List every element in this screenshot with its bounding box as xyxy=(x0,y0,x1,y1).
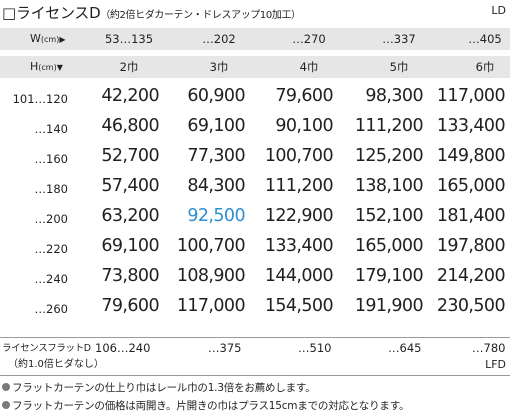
price-cell: 144,000 xyxy=(264,266,334,286)
width-count: 6巾 xyxy=(475,60,495,74)
price-cell: 165,000 xyxy=(354,236,424,256)
price-cell: 181,400 xyxy=(436,206,506,226)
footnote: フラットカーテンの仕上り巾はレール巾の1.3倍をお薦めします。 xyxy=(2,380,316,395)
price-cell: 63,200 xyxy=(101,206,159,226)
flat-curtain-note: （約1.0倍ヒダなし） xyxy=(8,359,104,370)
height-header-row: H(cm)▼ 2巾 3巾 4巾 5巾 6巾 xyxy=(0,56,510,78)
footnote: フラットカーテンの価格は両開き。片開きの巾はプラス15cmまでの対応となります。 xyxy=(2,398,409,413)
height-range: …140 xyxy=(34,122,68,136)
price-cell: 98,300 xyxy=(365,86,423,106)
divider xyxy=(0,337,510,338)
price-cell: 84,300 xyxy=(187,176,245,196)
price-cell: 108,900 xyxy=(176,266,246,286)
height-range: …200 xyxy=(34,212,68,226)
footnote-text: フラットカーテンの価格は両開き。片開きの巾はプラス15cmまでの対応となります。 xyxy=(12,400,410,412)
price-cell: 52,700 xyxy=(101,146,159,166)
flat-curtain-row: ライセンスフラットD （約1.0倍ヒダなし） 106…240 …375 …510… xyxy=(0,338,510,374)
width-count: 3巾 xyxy=(209,60,229,74)
divider xyxy=(0,375,510,376)
height-range: …240 xyxy=(34,272,68,286)
price-cell: 79,600 xyxy=(275,86,333,106)
price-cell: 117,000 xyxy=(176,296,246,316)
flat-width-range: …510 xyxy=(298,341,332,355)
flat-width-range: …645 xyxy=(388,341,422,355)
width-range: …202 xyxy=(202,32,236,46)
width-range: …270 xyxy=(292,32,326,46)
bullet-icon xyxy=(2,401,10,409)
width-unit: (cm) xyxy=(40,35,60,44)
price-cell: 90,100 xyxy=(275,116,333,136)
price-cell: 165,000 xyxy=(436,176,506,196)
height-unit: (cm) xyxy=(38,63,57,72)
price-cell: 46,800 xyxy=(101,116,159,136)
price-cell: 125,200 xyxy=(354,146,424,166)
height-range: …160 xyxy=(34,152,68,166)
price-cell: 154,500 xyxy=(264,296,334,316)
width-count: 4巾 xyxy=(299,60,319,74)
price-cell: 111,200 xyxy=(264,176,334,196)
width-range: 53…135 xyxy=(104,32,154,46)
price-cell: 230,500 xyxy=(436,296,506,316)
width-axis-label: W(cm)▶ xyxy=(30,28,90,50)
price-cell: 42,200 xyxy=(101,86,159,106)
flat-width-range: …780 xyxy=(472,341,506,355)
flat-width-range: 106…240 xyxy=(95,341,151,355)
price-cell: 111,200 xyxy=(354,116,424,136)
price-cell: 191,900 xyxy=(354,296,424,316)
width-axis-letter: W xyxy=(30,32,41,45)
width-range: …405 xyxy=(468,32,502,46)
footnote-text: フラットカーテンの仕上り巾はレール巾の1.3倍をお薦めします。 xyxy=(12,382,316,394)
height-range: 101…120 xyxy=(12,92,68,106)
highlighted-price-cell: 92,500 xyxy=(187,206,245,226)
width-range: …337 xyxy=(382,32,416,46)
price-cell: 122,900 xyxy=(264,206,334,226)
price-cell: 138,100 xyxy=(354,176,424,196)
flat-curtain-label: ライセンスフラットD xyxy=(2,343,91,354)
price-cell: 117,000 xyxy=(436,86,506,106)
price-cell: 133,400 xyxy=(436,116,506,136)
arrow-down-icon: ▼ xyxy=(56,63,63,72)
price-cell: 57,400 xyxy=(101,176,159,196)
title-text: □ライセンスD xyxy=(2,4,101,22)
product-code: LD xyxy=(491,4,506,17)
width-count: 2巾 xyxy=(119,60,139,74)
width-count: 5巾 xyxy=(389,60,409,74)
price-cell: 100,700 xyxy=(176,236,246,256)
flat-product-code: LFD xyxy=(485,358,506,371)
height-range: …260 xyxy=(34,302,68,316)
width-header-row: W(cm)▶ 53…135 …202 …270 …337 …405 xyxy=(0,28,510,50)
height-axis-letter: H xyxy=(30,60,39,73)
price-cell: 69,100 xyxy=(101,236,159,256)
price-cell: 179,100 xyxy=(354,266,424,286)
price-cell: 79,600 xyxy=(101,296,159,316)
flat-width-range: …375 xyxy=(208,341,242,355)
price-cell: 149,800 xyxy=(436,146,506,166)
price-cell: 214,200 xyxy=(436,266,506,286)
price-cell: 100,700 xyxy=(264,146,334,166)
price-cell: 133,400 xyxy=(264,236,334,256)
price-table-title: □ライセンスD（約2倍ヒダカーテン・ドレスアップ10加工） xyxy=(2,2,301,23)
arrow-right-icon: ▶ xyxy=(59,35,66,44)
price-cell: 197,800 xyxy=(436,236,506,256)
price-cell: 69,100 xyxy=(187,116,245,136)
price-cell: 77,300 xyxy=(187,146,245,166)
price-cell: 152,100 xyxy=(354,206,424,226)
height-range: …180 xyxy=(34,182,68,196)
height-range: …220 xyxy=(34,242,68,256)
height-axis-label: H(cm)▼ xyxy=(30,56,90,78)
title-note: （約2倍ヒダカーテン・ドレスアップ10加工） xyxy=(100,10,301,21)
price-cell: 60,900 xyxy=(187,86,245,106)
price-cell: 73,800 xyxy=(101,266,159,286)
bullet-icon xyxy=(2,383,10,391)
